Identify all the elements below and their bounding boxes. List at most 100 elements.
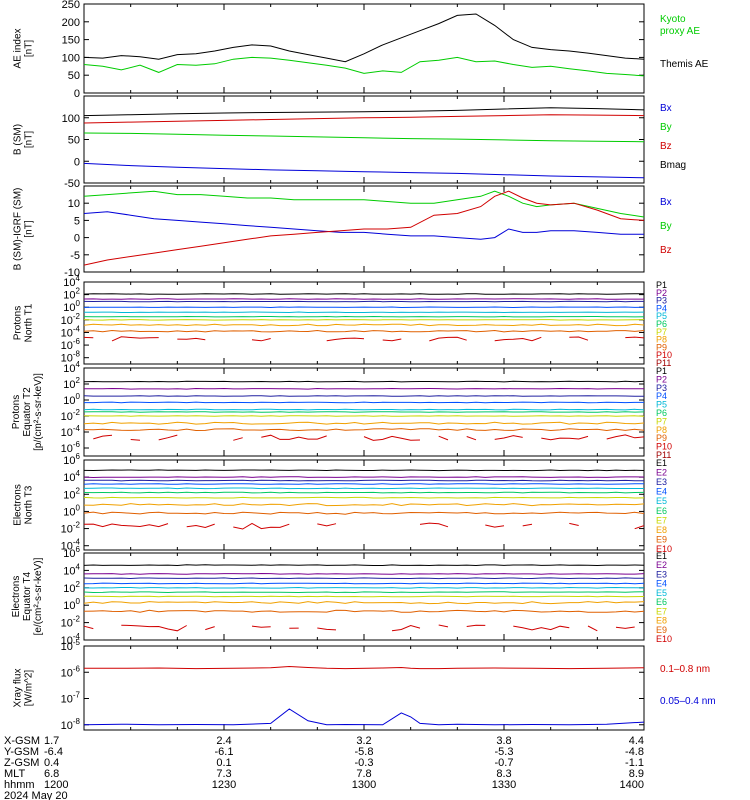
legend-entry: P3 <box>656 296 667 306</box>
series-line <box>83 601 645 605</box>
series-line <box>391 624 421 632</box>
legend-entry: Kyoto <box>660 14 686 25</box>
series-line <box>83 306 645 309</box>
legend-entry: E5 <box>656 496 667 506</box>
y-tick-label: 104 <box>63 360 80 375</box>
legend-entry: P2 <box>656 374 667 384</box>
y-tick-label: -5 <box>70 250 80 262</box>
panel-frame <box>83 3 645 94</box>
legend-entry: E8 <box>656 525 667 535</box>
ephemeris-value: 7.3 <box>216 768 231 780</box>
ephemeris-label: X-GSM <box>4 735 40 747</box>
legend-entry: Bmag <box>660 160 686 171</box>
y-tick-label: 10-7 <box>61 691 81 706</box>
series-line <box>83 577 645 580</box>
legend-entry: P9 <box>656 433 667 443</box>
legend-entry: Bx <box>660 197 672 208</box>
series-line <box>177 337 206 341</box>
ephemeris-label: Z-GSM <box>4 757 39 769</box>
y-tick-label: 50 <box>68 135 80 147</box>
legend-entry: P11 <box>656 358 671 368</box>
legend-entry: P4 <box>656 303 667 313</box>
panel-frame <box>83 645 645 731</box>
y-tick-label: 10-8 <box>61 350 81 365</box>
y-tick-label: 106 <box>63 452 80 467</box>
legend-entry: proxy AE <box>660 26 700 37</box>
series-line <box>83 300 644 303</box>
series-line <box>317 627 337 631</box>
legend-entry: Bz <box>660 245 672 256</box>
y-tick-label: 102 <box>63 287 80 302</box>
series-line <box>83 496 645 499</box>
legend-entry: P2 <box>656 288 667 298</box>
ephemeris-value: 8.9 <box>629 768 644 780</box>
series-line <box>438 624 449 628</box>
y-tick-label: 50 <box>68 70 80 82</box>
series-line <box>158 434 178 441</box>
legend-entry: 0.05–0.4 nm <box>660 696 716 707</box>
series-line <box>84 479 645 482</box>
series-line <box>130 439 141 441</box>
ephemeris-value: 6.8 <box>44 768 59 780</box>
series-line <box>83 572 645 575</box>
series-line <box>83 162 645 179</box>
ephemeris-label: Y-GSM <box>4 746 39 758</box>
ephemeris-value: -6.4 <box>44 746 63 758</box>
series-line <box>84 401 644 404</box>
legend-entry: P6 <box>656 408 667 418</box>
y-axis-label: [nT] <box>24 131 35 148</box>
legend-entry: E7 <box>656 515 667 525</box>
series-line <box>83 211 644 240</box>
series-line <box>382 338 402 342</box>
legend-entry: P4 <box>656 391 667 401</box>
ephemeris-value: -5.3 <box>495 746 514 758</box>
series-line <box>83 476 645 479</box>
y-axis-label: North T3 <box>24 485 35 524</box>
series-line <box>83 319 645 321</box>
y-tick-label: 10-5 <box>61 638 81 653</box>
series-line <box>83 323 645 327</box>
ephemeris-table: X-GSM 1.7 2.4 3.2 3.8 4.4 Y-GSM -6.4 -6.1 -5.8 -5.… <box>4 735 644 800</box>
legend-entry: E2 <box>656 560 667 570</box>
series-line <box>83 591 645 594</box>
legend-entry: E9 <box>656 534 667 544</box>
series-line <box>429 336 467 342</box>
y-tick-label: 100 <box>63 392 80 407</box>
series-line <box>83 190 645 266</box>
y-tick-label: 10-4 <box>61 538 81 553</box>
y-tick-label: 200 <box>62 17 80 29</box>
legend-entry: By <box>660 221 672 232</box>
y-tick-label: 100 <box>63 299 80 314</box>
y-axis-label: Electrons <box>11 576 22 618</box>
series-line <box>83 56 645 77</box>
y-tick-label: 5 <box>74 215 80 227</box>
y-tick-label: 102 <box>63 376 80 391</box>
series-line <box>83 190 645 218</box>
series-line <box>251 338 271 342</box>
series-line <box>83 411 645 413</box>
series-line <box>522 523 533 527</box>
series-line <box>83 395 644 397</box>
legend-entry: Bx <box>660 103 672 114</box>
ephemeris-value: 1400 <box>620 779 644 791</box>
legend-entry: E9 <box>656 625 667 635</box>
series-line <box>83 132 645 143</box>
y-axis-label: [nT] <box>24 220 35 237</box>
date-label: 2024 May 20 <box>4 790 68 800</box>
y-tick-label: 100 <box>63 503 80 518</box>
y-tick-label: 100 <box>62 52 80 64</box>
legend-entry: P7 <box>656 416 667 426</box>
y-axis-label: AE index <box>13 28 24 68</box>
y-axis-label: B (SM) <box>13 124 24 155</box>
series-line <box>606 434 645 440</box>
series-line <box>233 522 290 530</box>
legend-entry: P1 <box>656 280 667 290</box>
ephemeris-value: -4.8 <box>625 746 644 758</box>
ephemeris-value: 0.1 <box>216 757 231 769</box>
panel-bsm: -50 0 50 100 B (SM) [nT] Bx By Bz Bmag <box>13 95 686 190</box>
series-line <box>83 491 645 494</box>
